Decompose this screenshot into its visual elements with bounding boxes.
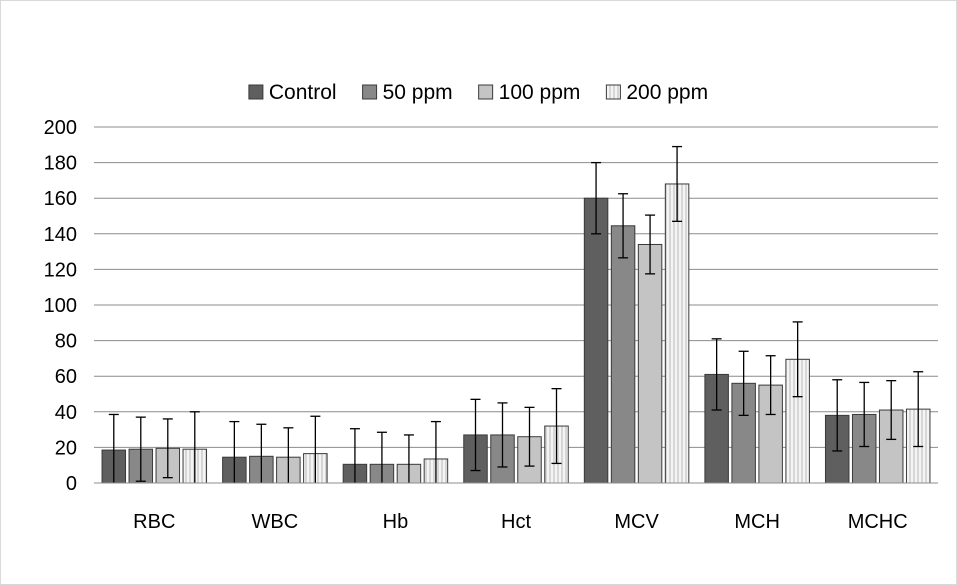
error-bar-hb-200-ppm — [430, 420, 441, 483]
error-bar-mch-200-ppm — [792, 321, 803, 398]
legend-label: 100 ppm — [499, 81, 581, 104]
y-tick-label: 100 — [44, 295, 77, 317]
error-bar-hb-50-ppm — [376, 431, 387, 483]
y-tick-label: 120 — [44, 259, 77, 281]
error-bar-mcv-200-ppm — [672, 145, 683, 222]
legend-label: 50 ppm — [383, 81, 453, 104]
bar-mcv-control — [583, 197, 609, 484]
legend-swatch — [478, 84, 494, 100]
legend-swatch — [248, 84, 264, 100]
y-axis: 0 20 40 60 80 100 120 140 160 180 200 — [44, 117, 77, 495]
legend-item-control: Control — [248, 81, 337, 104]
bar-mcv-50-ppm — [610, 225, 636, 484]
x-tick-label: WBC — [252, 511, 299, 533]
y-tick-label: 140 — [44, 224, 77, 246]
y-tick-label: 200 — [44, 117, 77, 139]
error-bar-rbc-control — [108, 413, 119, 483]
error-bar-mcv-100-ppm — [645, 214, 656, 275]
y-tick-label: 180 — [44, 153, 77, 175]
x-tick-label: RBC — [133, 511, 175, 533]
error-bar-mcv-50-ppm — [618, 193, 629, 259]
legend-item-100-ppm: 100 ppm — [478, 81, 581, 104]
error-bar-wbc-50-ppm — [256, 423, 267, 483]
error-bar-mchc-200-ppm — [913, 371, 924, 448]
y-tick-label: 0 — [66, 473, 77, 495]
gridlines — [94, 126, 938, 448]
bar-mcv-100-ppm — [637, 243, 663, 484]
error-bar-wbc-100-ppm — [283, 427, 294, 483]
error-bars — [108, 145, 924, 483]
x-tick-label: MCHC — [848, 511, 908, 533]
y-tick-label: 20 — [55, 437, 77, 459]
legend: Control 50 ppm 100 ppm 200 ppm — [248, 81, 708, 104]
error-bar-mchc-control — [832, 379, 843, 452]
x-axis-labels: RBC WBC Hb Hct MCV MCH MCHC — [133, 511, 908, 533]
error-bar-hct-control — [470, 398, 481, 472]
error-bar-rbc-200-ppm — [189, 411, 200, 483]
legend-swatch — [605, 84, 621, 100]
error-bar-rbc-50-ppm — [135, 416, 146, 482]
error-bar-mchc-100-ppm — [886, 379, 897, 441]
error-bar-mch-100-ppm — [765, 355, 776, 416]
bar-mcv-200-ppm — [664, 183, 690, 484]
error-bar-hct-50-ppm — [497, 402, 508, 468]
error-bar-hct-200-ppm — [551, 388, 562, 465]
error-bar-wbc-200-ppm — [310, 415, 321, 483]
x-tick-label: MCV — [614, 511, 659, 533]
error-bar-wbc-control — [229, 420, 240, 483]
y-tick-label: 60 — [55, 366, 77, 388]
error-bar-mch-control — [711, 338, 722, 411]
error-bar-rbc-100-ppm — [162, 418, 173, 479]
error-bar-hct-100-ppm — [524, 406, 535, 467]
error-bar-mcv-control — [591, 161, 602, 235]
x-tick-label: MCH — [734, 511, 780, 533]
error-bar-mchc-50-ppm — [859, 381, 870, 448]
bars — [101, 183, 931, 484]
legend-item-200-ppm: 200 ppm — [605, 81, 708, 104]
legend-swatch — [362, 84, 378, 100]
x-tick-label: Hb — [383, 511, 409, 533]
y-tick-label: 40 — [55, 402, 77, 424]
error-bar-hb-control — [349, 428, 360, 483]
y-tick-label: 80 — [55, 331, 77, 353]
legend-label: Control — [269, 81, 337, 104]
legend-item-50-ppm: 50 ppm — [362, 81, 453, 104]
error-bar-mch-50-ppm — [738, 350, 749, 417]
y-tick-label: 160 — [44, 188, 77, 210]
error-bar-hb-100-ppm — [403, 434, 414, 483]
x-tick-label: Hct — [501, 511, 531, 533]
legend-label: 200 ppm — [626, 81, 708, 104]
